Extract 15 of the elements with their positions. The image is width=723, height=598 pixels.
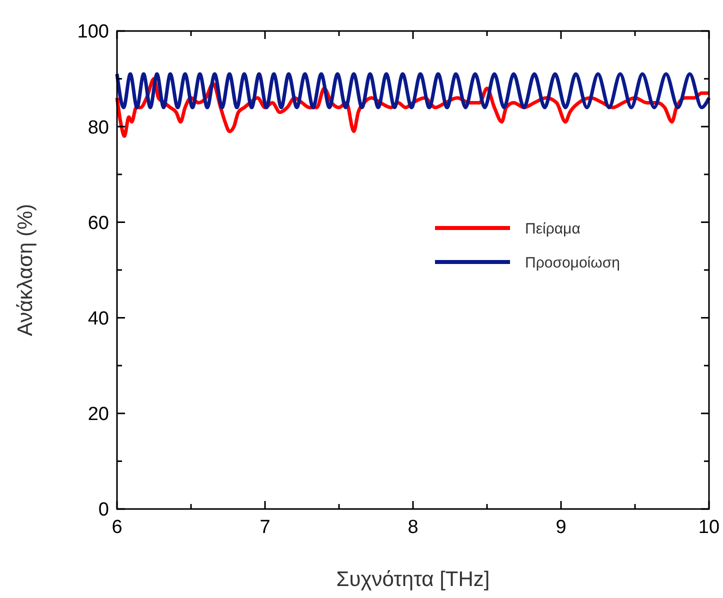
x-tick-label: 8 [408,517,418,538]
y-tick-label: 80 [88,117,109,138]
legend-label: Πείραμα [525,220,581,238]
y-tick-label: 20 [88,404,109,426]
y-tick-label: 40 [88,308,109,330]
y-tick-label: 100 [77,22,109,43]
x-axis-title: Συχνότητα [THz] [336,568,490,591]
y-tick-label: 60 [88,212,109,234]
x-tick-label: 6 [112,517,122,538]
x-tick-label: 7 [260,517,270,538]
legend-label: Προσομοίωση [525,254,620,272]
x-tick-label: 10 [698,517,720,538]
y-tick-label: 0 [98,500,109,521]
y-axis-title: Ανάκλαση (%) [14,204,37,336]
x-tick-label: 9 [556,517,566,538]
